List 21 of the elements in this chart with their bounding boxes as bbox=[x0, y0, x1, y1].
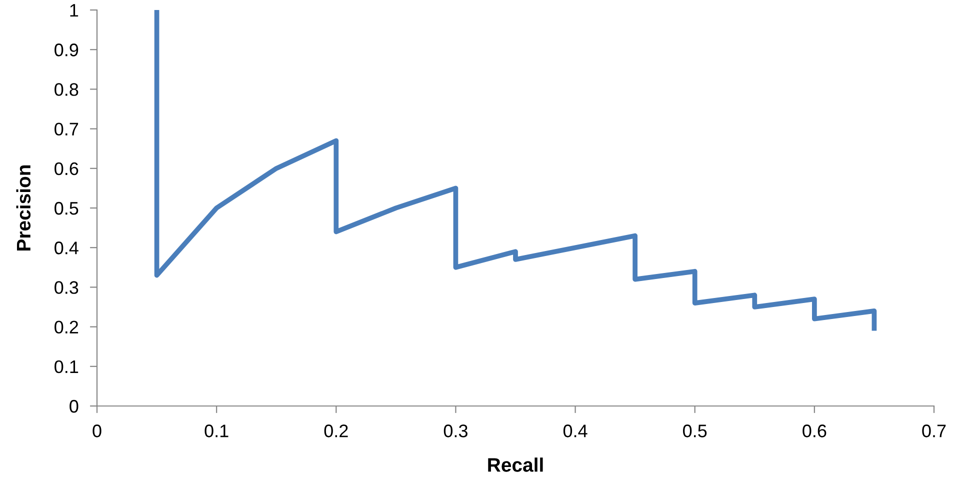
y-axis-title: Precision bbox=[16, 165, 31, 250]
y-tick-label: 0.5 bbox=[54, 202, 78, 215]
y-tick-label: 0.2 bbox=[54, 320, 78, 334]
y-tick-label: 1 bbox=[70, 4, 78, 17]
y-tick-label: 0.8 bbox=[54, 83, 78, 96]
x-tick-label: 0.2 bbox=[324, 424, 348, 438]
y-tick-label: 0 bbox=[70, 400, 78, 413]
x-tick-label: 0.3 bbox=[444, 424, 468, 438]
y-tick-label: 0.6 bbox=[54, 162, 78, 176]
x-tick-label: 0 bbox=[92, 424, 102, 438]
x-tick-label: 0.7 bbox=[922, 424, 946, 438]
x-tick-label: 0.1 bbox=[204, 424, 228, 438]
x-tick-label: 0.5 bbox=[683, 424, 707, 438]
x-axis-title: Recall bbox=[488, 458, 543, 472]
y-tick-label: 0.7 bbox=[54, 122, 78, 136]
y-tick-label: 0.1 bbox=[54, 360, 78, 374]
y-tick-label: 0.3 bbox=[54, 281, 78, 294]
x-tick-label: 0.6 bbox=[802, 424, 826, 438]
y-tick-label: 0.4 bbox=[54, 242, 78, 254]
x-tick-label: 0.4 bbox=[563, 424, 588, 438]
y-tick-label: 0.9 bbox=[54, 44, 78, 56]
